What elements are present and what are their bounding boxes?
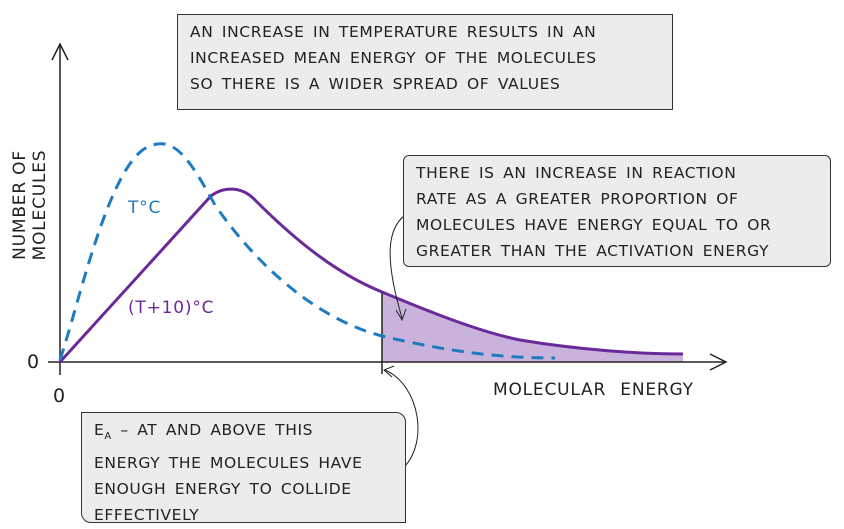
annotation-bottom: EA – AT AND ABOVE THIS ENERGY THE MOLECU…: [81, 412, 406, 524]
pointer-arrow-right: [389, 211, 411, 319]
shaded-region: [382, 292, 683, 362]
curve-t-plus-10-label: (T+10)°C: [128, 298, 215, 318]
y-axis-label: NUMBER OF MOLECULES: [10, 149, 50, 261]
curve-t: [58, 142, 556, 361]
origin-y-label: 0: [27, 351, 40, 373]
annotation-right: THERE IS AN INCREASE IN REACTION RATE AS…: [403, 155, 831, 267]
curve-t-plus-10: [58, 187, 684, 364]
x-axis-label: MOLECULAR ENERGY: [493, 380, 694, 400]
y-axis-arrow-icon: [51, 42, 69, 61]
pointer-arrow-bottom: [384, 369, 419, 471]
origin-x-label: 0: [53, 385, 66, 407]
annotation-top: AN INCREASE IN TEMPERATURE RESULTS IN AN…: [177, 14, 673, 110]
x-axis-arrow-icon: [709, 353, 728, 371]
curve-t-label: T°C: [128, 198, 162, 218]
